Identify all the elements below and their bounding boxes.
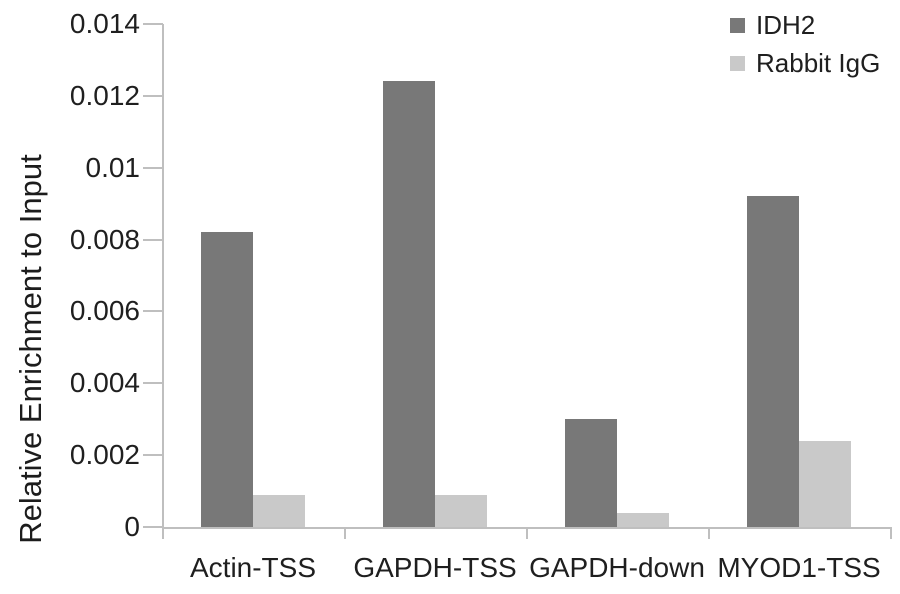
x-axis-tick <box>344 529 346 539</box>
y-axis-tick <box>143 23 163 25</box>
bar-idh2-myod1-tss <box>747 196 799 527</box>
y-axis-tick-label: 0.006 <box>69 295 140 327</box>
y-axis-tick-label: 0.01 <box>85 151 141 183</box>
bar-idh2-actin-tss <box>201 232 253 527</box>
x-category-label: GAPDH-TSS <box>353 552 517 583</box>
y-axis-tick-label: 0.002 <box>69 439 140 471</box>
y-axis-line <box>162 24 164 529</box>
y-axis-tick <box>143 382 163 385</box>
x-category-label: Actin-TSS <box>189 552 317 583</box>
legend-item-idh2: IDH2 <box>730 11 880 40</box>
bar-idh2-gapdh-tss <box>383 81 435 527</box>
y-axis-tick <box>143 310 163 313</box>
legend-item-rabbit-igg: Rabbit IgG <box>730 49 880 78</box>
x-category-label: GAPDH-down <box>529 552 705 583</box>
y-axis-tick-label: 0.012 <box>69 79 140 111</box>
y-axis-tick-label: 0.008 <box>69 223 140 255</box>
y-axis-tick <box>143 166 163 169</box>
x-axis-tick <box>526 529 528 539</box>
bar-rabbit-igg-gapdh-down <box>617 512 669 527</box>
legend-swatch-rabbit-igg-icon <box>730 56 745 71</box>
bar-rabbit-igg-gapdh-tss <box>435 494 487 527</box>
legend: IDH2 Rabbit IgG <box>730 11 880 87</box>
y-axis-tick-label: 0 <box>124 511 140 542</box>
legend-swatch-idh2-icon <box>730 18 745 33</box>
y-axis-tick <box>143 238 163 241</box>
x-axis-tick <box>708 529 710 539</box>
x-axis-tick <box>890 529 892 539</box>
y-axis-tick <box>143 454 163 457</box>
bar-rabbit-igg-myod1-tss <box>799 440 851 527</box>
x-axis-line <box>162 527 892 529</box>
legend-label-rabbit-igg: Rabbit IgG <box>756 48 881 78</box>
x-category-label: MYOD1-TSS <box>717 552 881 583</box>
y-axis-tick <box>143 526 163 528</box>
x-axis-tick <box>162 529 164 539</box>
y-axis-tick-label: 0.014 <box>69 8 140 39</box>
bar-idh2-gapdh-down <box>565 419 617 527</box>
y-axis-tick-label: 0.004 <box>69 367 140 399</box>
legend-label-idh2: IDH2 <box>756 10 816 40</box>
y-axis-tick <box>143 94 163 97</box>
bar-rabbit-igg-actin-tss <box>253 494 305 527</box>
